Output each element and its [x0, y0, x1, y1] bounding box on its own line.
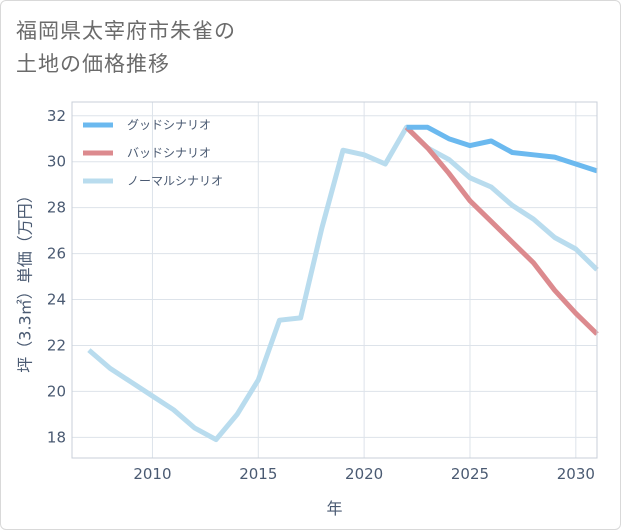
- x-tick-labels: 2010 2015 2020 2025 2030: [133, 465, 595, 483]
- y-tick-label: 28: [47, 199, 66, 217]
- y-tick-labels: 18 20 22 24 26 28 30 32: [47, 107, 66, 447]
- series-lines: [87, 124, 599, 443]
- chart-title: 福岡県太宰府市朱雀の 土地の価格推移: [16, 15, 436, 81]
- y-tick-label: 30: [47, 153, 66, 171]
- y-tick-label: 18: [47, 428, 66, 446]
- x-tick-label: 2030: [557, 465, 595, 483]
- y-axis-label: 坪（3.3㎡）単価（万円）: [16, 187, 35, 372]
- plot-frame: [71, 101, 598, 459]
- x-tick-label: 2010: [133, 465, 171, 483]
- chart-title-line1: 福岡県太宰府市朱雀の: [16, 19, 236, 43]
- y-tick-label: 32: [47, 107, 66, 125]
- grid-lines: [72, 102, 597, 458]
- y-tick-label: 20: [47, 382, 66, 400]
- legend-label: グッドシナリオ: [127, 118, 211, 132]
- legend-label: ノーマルシナリオ: [127, 174, 223, 188]
- x-tick-label: 2020: [345, 465, 383, 483]
- x-axis-label: 年: [326, 499, 342, 518]
- y-tick-label: 24: [47, 291, 66, 309]
- x-tick-label: 2015: [239, 465, 277, 483]
- series-line-2: [87, 124, 599, 443]
- series-line-0: [406, 124, 598, 174]
- x-tick-label: 2025: [451, 465, 489, 483]
- chart-title-line2: 土地の価格推移: [16, 52, 170, 76]
- y-tick-label: 22: [47, 336, 66, 354]
- y-tick-label: 26: [47, 245, 66, 263]
- legend-label: バッドシナリオ: [127, 146, 211, 160]
- series-line-1: [404, 125, 599, 336]
